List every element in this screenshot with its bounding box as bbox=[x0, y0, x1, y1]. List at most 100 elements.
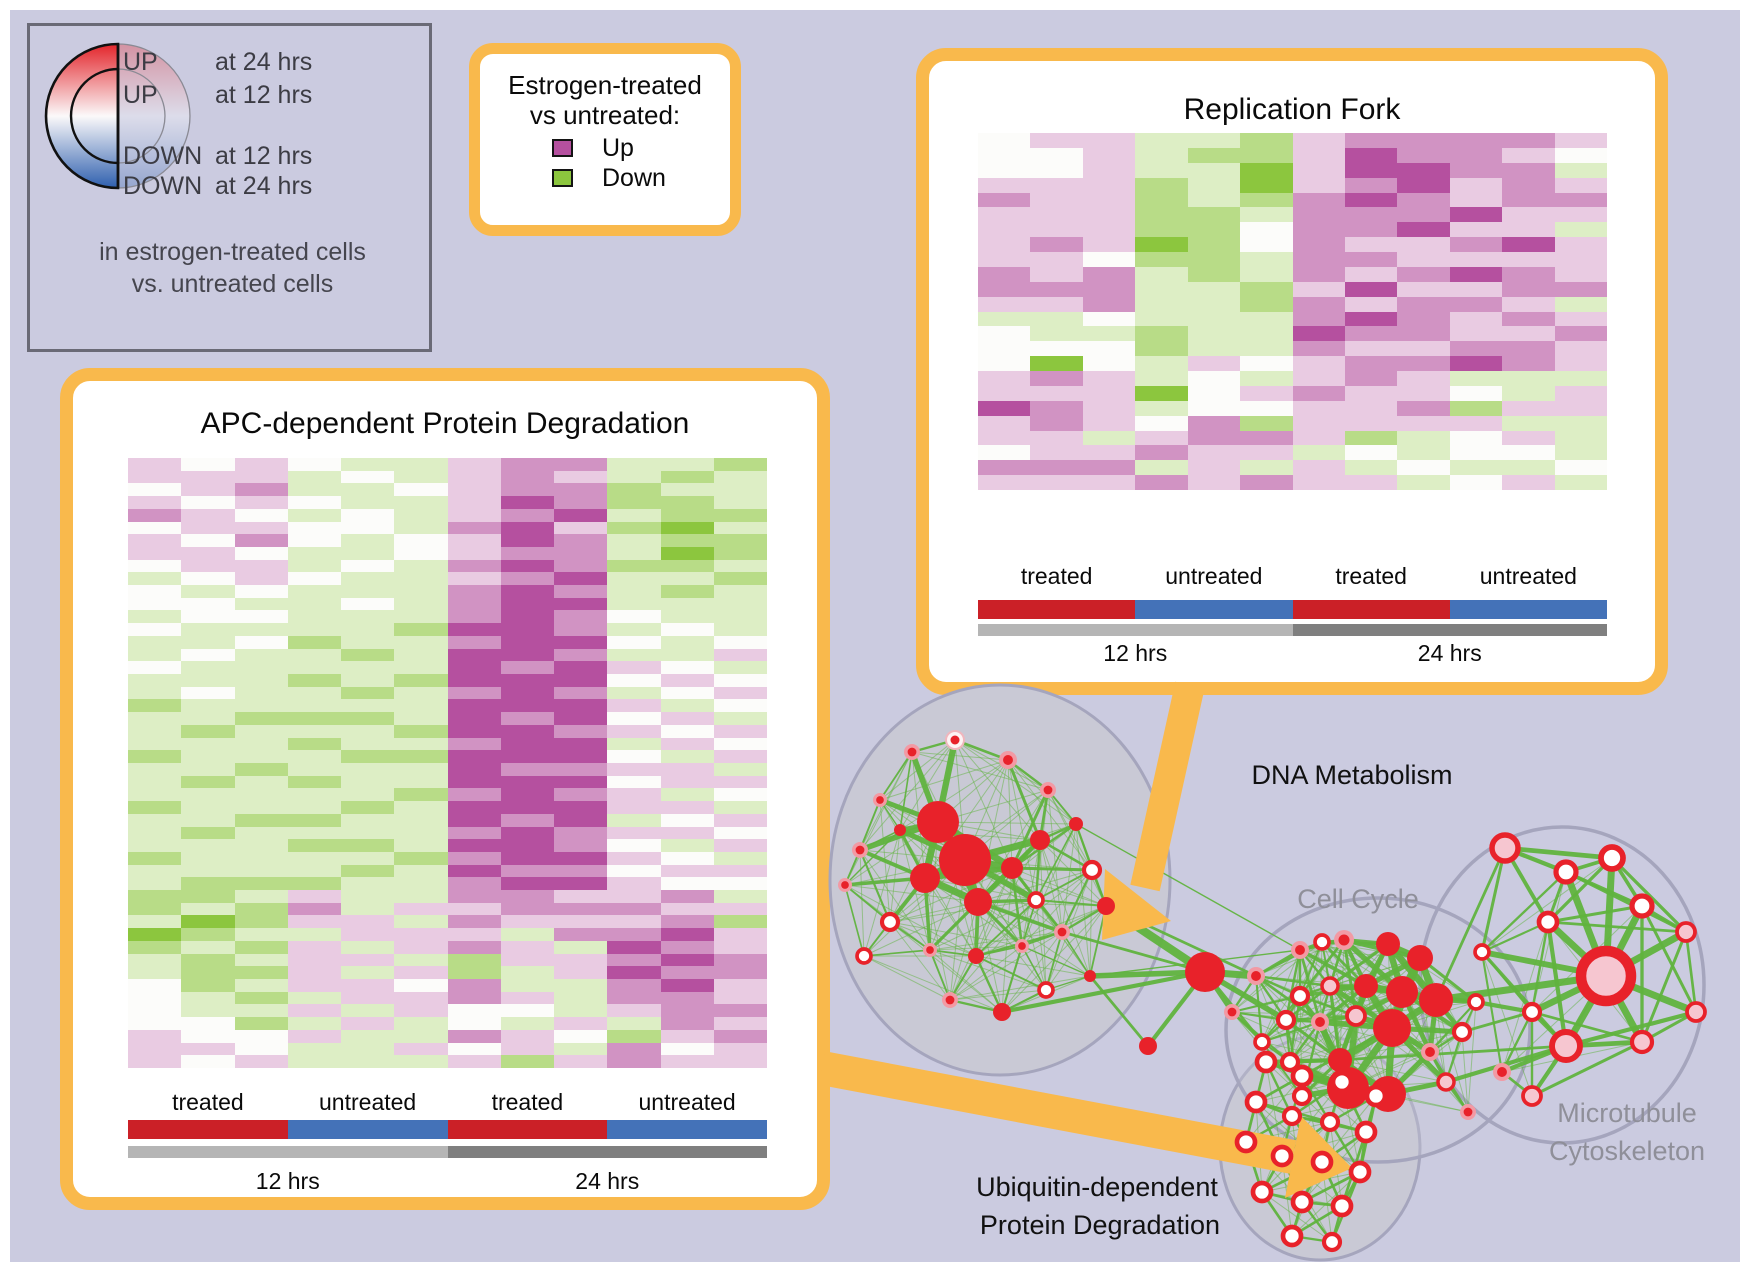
heatmap-cell bbox=[1030, 207, 1083, 223]
heatmap-cell bbox=[607, 458, 661, 471]
heatmap-cell bbox=[1449, 237, 1503, 252]
heatmap-cell bbox=[554, 953, 608, 967]
network-node bbox=[1629, 1029, 1655, 1055]
network-edge bbox=[1039, 839, 1107, 907]
heatmap-cell bbox=[554, 661, 608, 675]
network-node bbox=[1521, 1001, 1543, 1023]
heatmap-cell bbox=[287, 890, 341, 903]
apc-treated-bar-12 bbox=[128, 1120, 288, 1139]
heatmap-cell bbox=[554, 864, 608, 878]
heatmap-cell bbox=[1187, 356, 1241, 371]
heatmap-cell bbox=[181, 928, 235, 941]
heatmap-cell bbox=[713, 940, 767, 954]
heatmap-cell bbox=[1240, 133, 1293, 148]
heatmap-cell bbox=[500, 635, 554, 649]
network-edge bbox=[1089, 869, 1093, 977]
heatmap-cell bbox=[181, 585, 235, 598]
apc-group-labels: treated untreated treated untreated bbox=[128, 1089, 767, 1116]
heatmap-cell bbox=[234, 610, 288, 624]
network-edge bbox=[1530, 921, 1550, 1013]
heatmap-cell bbox=[1344, 147, 1398, 163]
heatmap-cell bbox=[554, 724, 608, 738]
heatmap-cell bbox=[500, 788, 554, 802]
network-edge bbox=[1339, 1031, 1463, 1061]
cell-cycle-label: Cell Cycle bbox=[1297, 884, 1419, 914]
heatmap-cell bbox=[1397, 341, 1450, 357]
color-key-box: UP at 24 hrs UP at 12 hrs DOWN at 12 hrs… bbox=[27, 23, 432, 352]
network-edge bbox=[1547, 904, 1643, 924]
heatmap-cell bbox=[1344, 252, 1398, 267]
heatmap-cell bbox=[1187, 222, 1241, 238]
heatmap-cell bbox=[1187, 371, 1241, 386]
heatmap-cell bbox=[1554, 445, 1607, 461]
network-edge bbox=[1299, 948, 1367, 988]
heatmap-cell bbox=[1030, 415, 1083, 431]
heatmap-cell bbox=[1030, 162, 1083, 178]
heatmap-cell bbox=[394, 674, 448, 687]
heatmap-cell bbox=[500, 902, 554, 916]
apc-12hrs-label: 12 hrs bbox=[255, 1168, 320, 1194]
heatmap-cell bbox=[500, 928, 554, 941]
heatmap-cell bbox=[181, 521, 235, 535]
updown-legend-title-line1: Estrogen-treated bbox=[508, 70, 702, 100]
heatmap-cell bbox=[341, 775, 395, 789]
heatmap-cell bbox=[234, 597, 288, 611]
heatmap-cell bbox=[500, 750, 554, 763]
heatmap-cell bbox=[554, 801, 608, 814]
network-edge bbox=[863, 955, 1003, 1013]
heatmap-cell bbox=[660, 915, 714, 929]
network-edge bbox=[911, 751, 1049, 791]
heatmap-cell bbox=[1449, 147, 1503, 163]
heatmap-cell bbox=[1397, 266, 1450, 282]
heatmap-cell bbox=[1292, 237, 1345, 252]
heatmap-cell bbox=[447, 775, 501, 789]
heatmap-cell bbox=[1135, 207, 1188, 223]
heatmap-cell bbox=[447, 534, 501, 547]
network-node bbox=[879, 911, 901, 933]
network-edge bbox=[1546, 856, 1614, 924]
network-edge bbox=[1261, 949, 1301, 1043]
heatmap-cell bbox=[713, 826, 767, 840]
heatmap-cell bbox=[1397, 133, 1450, 148]
heatmap-cell bbox=[1082, 326, 1136, 342]
heatmap-cell bbox=[1030, 371, 1083, 386]
heatmap-cell bbox=[234, 458, 288, 471]
heatmap-cell bbox=[128, 1042, 182, 1056]
heatmap-cell bbox=[607, 483, 661, 497]
heatmap-cell bbox=[713, 1055, 767, 1068]
heatmap-cell bbox=[394, 851, 448, 865]
heatmap-cell bbox=[713, 851, 767, 865]
heatmap-cell bbox=[713, 1029, 767, 1043]
heatmap-cell bbox=[607, 686, 661, 700]
network-node bbox=[968, 948, 984, 964]
heatmap-cell bbox=[978, 162, 1031, 178]
network-node bbox=[1345, 1005, 1367, 1027]
network-node bbox=[1234, 1130, 1258, 1154]
heatmap-cell bbox=[1082, 415, 1136, 431]
heatmap-cell bbox=[607, 610, 661, 624]
heatmap-cell bbox=[713, 686, 767, 700]
heatmap-cell bbox=[1554, 475, 1607, 490]
network-edge bbox=[924, 877, 951, 1001]
network-edge bbox=[1298, 939, 1346, 997]
heatmap-cell bbox=[713, 623, 767, 636]
network-node bbox=[1027, 891, 1045, 909]
gene-network-graph bbox=[818, 681, 1707, 1262]
heatmap-cell bbox=[181, 851, 235, 865]
network-edge bbox=[1610, 856, 1688, 934]
heatmap-cell bbox=[607, 826, 661, 840]
heatmap-cell bbox=[447, 966, 501, 980]
apc-group-label: untreated bbox=[638, 1089, 736, 1115]
network-edge bbox=[859, 799, 881, 851]
heatmap-cell bbox=[341, 762, 395, 776]
heatmap-cell bbox=[287, 635, 341, 649]
network-edge bbox=[1329, 985, 1389, 1095]
network-edge bbox=[1640, 905, 1698, 1013]
network-edge bbox=[975, 955, 1047, 991]
network-edge bbox=[1075, 823, 1091, 977]
heatmap-cell bbox=[1502, 415, 1555, 431]
heatmap-cell bbox=[1082, 177, 1136, 193]
heatmap-cell bbox=[341, 839, 395, 852]
heatmap-cell bbox=[1187, 445, 1241, 461]
heatmap-cell bbox=[181, 737, 235, 751]
